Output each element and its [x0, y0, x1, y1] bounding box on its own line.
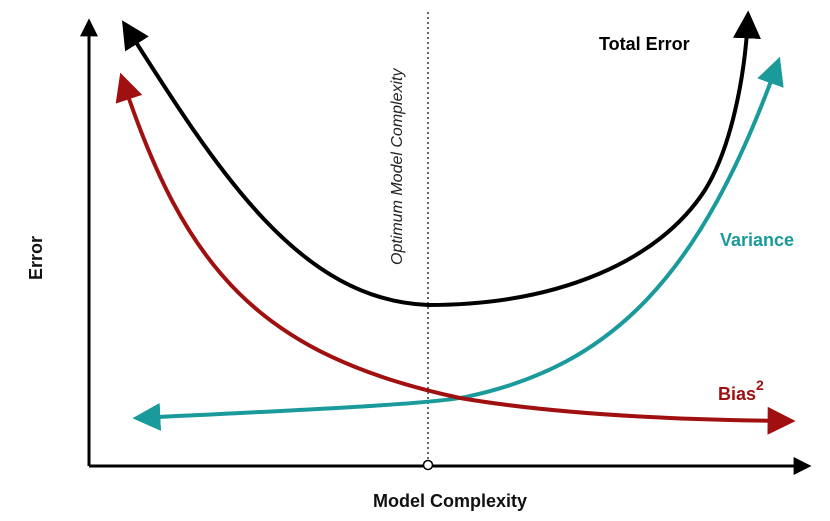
variance-label: Variance [720, 230, 794, 250]
optimum-marker [422, 459, 434, 471]
bias-label-base: Bias [718, 384, 756, 404]
total-error-label: Total Error [599, 34, 690, 54]
bias-label: Bias2 [718, 377, 764, 404]
optimum-label: Optimum Model Complexity [389, 68, 406, 266]
x-axis-label: Model Complexity [373, 491, 527, 511]
y-axis-label: Error [26, 236, 46, 280]
total-error-curve [122, 10, 761, 308]
bias-label-superscript: 2 [756, 377, 764, 393]
variance-curve [132, 56, 784, 431]
bias-curve [115, 72, 796, 435]
